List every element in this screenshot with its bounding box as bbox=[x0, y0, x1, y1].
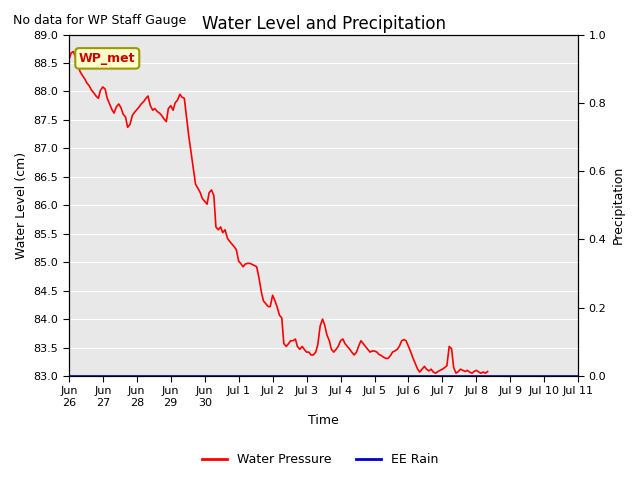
Legend: Water Pressure, EE Rain: Water Pressure, EE Rain bbox=[196, 448, 444, 471]
Text: No data for WP Staff Gauge: No data for WP Staff Gauge bbox=[13, 14, 186, 27]
Y-axis label: Water Level (cm): Water Level (cm) bbox=[15, 152, 28, 259]
X-axis label: Time: Time bbox=[308, 414, 339, 427]
Y-axis label: Precipitation: Precipitation bbox=[612, 166, 625, 244]
Text: WP_met: WP_met bbox=[79, 52, 136, 65]
Title: Water Level and Precipitation: Water Level and Precipitation bbox=[202, 15, 445, 33]
